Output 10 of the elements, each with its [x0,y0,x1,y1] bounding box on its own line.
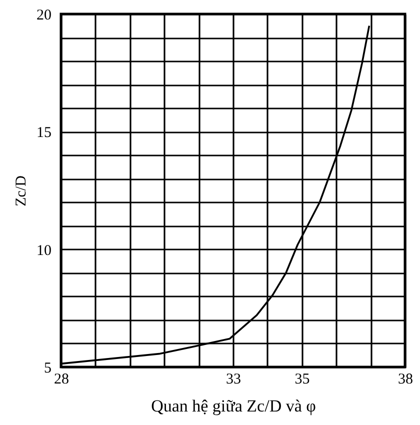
x-tick-label: 33 [226,372,241,388]
y-tick-label: 15 [36,125,52,142]
x-axis-title: Quan hệ giữa Zc/D và φ [151,396,316,416]
y-tick-label: 10 [36,242,52,259]
y-tick-label: 5 [44,360,52,376]
x-tick-label: 35 [294,372,310,388]
x-tick-label: 28 [54,372,69,388]
y-axis-title: Zc/D [14,175,30,206]
x-tick-label: 38 [398,372,413,388]
y-tick-label: 20 [36,8,52,24]
